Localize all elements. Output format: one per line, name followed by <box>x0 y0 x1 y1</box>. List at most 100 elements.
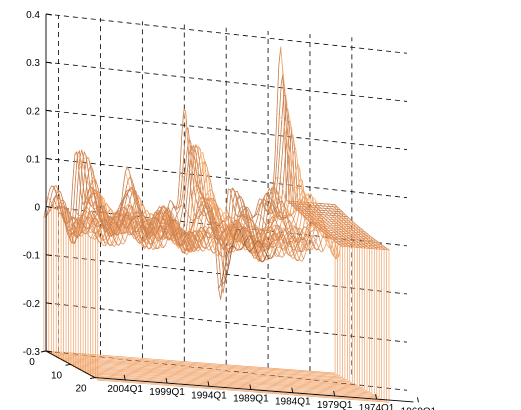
z-tick <box>45 61 53 64</box>
time-tick-label: 1984Q1 <box>275 397 311 408</box>
surface-mesh-line <box>257 193 312 253</box>
surface-ridge <box>90 219 382 261</box>
surface-mesh-line <box>233 194 289 248</box>
axes <box>40 13 419 403</box>
z-tick <box>45 254 53 257</box>
surface-mesh-line <box>94 192 149 243</box>
surface-mesh-line <box>288 200 343 247</box>
time-tick <box>123 374 126 380</box>
surface-row <box>97 220 390 403</box>
grid-line-horizontal <box>45 158 408 199</box>
time-axis-line <box>94 377 414 403</box>
surface-mesh-line <box>261 187 316 251</box>
time-tick-label: 1989Q1 <box>233 394 269 405</box>
grid-line-horizontal <box>45 302 408 343</box>
depth-tick <box>65 363 71 366</box>
surface-mesh-line <box>222 229 277 285</box>
surface-mesh-line <box>253 211 308 251</box>
surface-mesh-line <box>315 202 370 249</box>
grid-line-horizontal <box>45 254 408 295</box>
time-tick <box>207 381 210 387</box>
z-tick-label: 0.1 <box>26 154 40 165</box>
time-tick <box>375 394 378 400</box>
surface-mesh-line <box>105 207 161 249</box>
surface-mesh-line <box>303 201 359 248</box>
surface-mesh-line <box>183 110 238 241</box>
surface-mesh-line <box>195 196 250 241</box>
depth-tick-label: 0 <box>29 357 35 368</box>
surface-mesh-line <box>125 171 180 247</box>
surface-ridge <box>95 218 387 262</box>
depth-tick <box>89 377 96 380</box>
surface-mesh-line <box>101 215 157 250</box>
surface-mesh-line <box>202 207 258 255</box>
time-tick <box>417 397 419 403</box>
surface-mesh-line <box>296 201 351 248</box>
surface-mesh-line <box>167 206 223 258</box>
z-tick-label: -0.1 <box>23 251 41 262</box>
surface-mesh-line <box>327 203 382 250</box>
surface-mesh-line <box>78 155 133 234</box>
surface-mesh-line <box>226 208 281 257</box>
depth-tick-label: 20 <box>75 384 87 395</box>
surface-mesh-line <box>43 194 99 239</box>
grid-line-horizontal <box>45 109 408 150</box>
surface-ridge <box>58 145 350 253</box>
z-tick-label: 0.2 <box>26 106 40 117</box>
surface-mesh-line <box>292 201 347 247</box>
surface-mesh-line <box>319 203 374 249</box>
surface-mesh-line <box>334 204 390 251</box>
z-tick-label: -0.2 <box>23 299 41 310</box>
time-tick <box>291 387 294 393</box>
surface-mesh-line <box>323 203 378 250</box>
grid-layer <box>45 13 408 391</box>
surface-mesh-line <box>121 186 176 241</box>
surface-mesh-line <box>156 205 211 250</box>
surface-mesh-line <box>109 205 165 248</box>
z-tick <box>45 109 53 112</box>
z-tick <box>45 350 53 353</box>
z-tick-label: 0.3 <box>26 58 40 69</box>
surface-ridge <box>82 212 375 259</box>
surface-mesh-line <box>171 201 227 251</box>
surface-mesh-line <box>144 207 200 252</box>
surface-mesh-line <box>164 226 219 254</box>
surface-mesh-line <box>47 197 102 243</box>
time-tick-label: 1969Q1 <box>401 406 437 410</box>
z-tick-label: 0 <box>34 203 40 214</box>
surface-mesh-line <box>330 204 386 250</box>
surface-mesh <box>43 46 390 403</box>
surface-mesh-line <box>299 201 355 248</box>
surface-mesh-line <box>63 213 118 246</box>
surface-mesh-line <box>66 206 122 246</box>
surface-mesh-line <box>51 185 106 246</box>
time-tick <box>165 378 168 384</box>
z-tick <box>45 206 53 209</box>
surface-mesh-line <box>86 197 141 243</box>
time-tick <box>333 390 336 396</box>
surface-mesh-line <box>241 213 297 257</box>
surface-mesh-line <box>280 46 335 248</box>
surface-mesh-line <box>307 202 362 249</box>
surface-mesh-line <box>191 184 246 243</box>
surface-mesh-line <box>284 127 339 260</box>
surface-mesh-line <box>74 153 130 235</box>
surface-mesh-line <box>311 202 366 249</box>
surface-mesh-line <box>218 236 273 289</box>
depth-tick-label: 10 <box>51 370 63 381</box>
time-tick-label: 1979Q1 <box>317 400 353 410</box>
time-tick-label: 1974Q1 <box>359 403 395 410</box>
depth-tick <box>40 350 47 353</box>
grid-line-horizontal <box>45 13 408 54</box>
z-tick <box>45 302 53 305</box>
z-tick-label: -0.3 <box>23 347 41 358</box>
surface-mesh-line <box>276 112 332 235</box>
z-tick-label: 0.4 <box>26 10 40 21</box>
time-tick <box>249 384 252 390</box>
time-tick-label: 2004Q1 <box>107 384 143 395</box>
z-tick <box>45 157 53 160</box>
surface-mesh-line <box>187 137 242 244</box>
surface-mesh-line <box>268 204 324 252</box>
